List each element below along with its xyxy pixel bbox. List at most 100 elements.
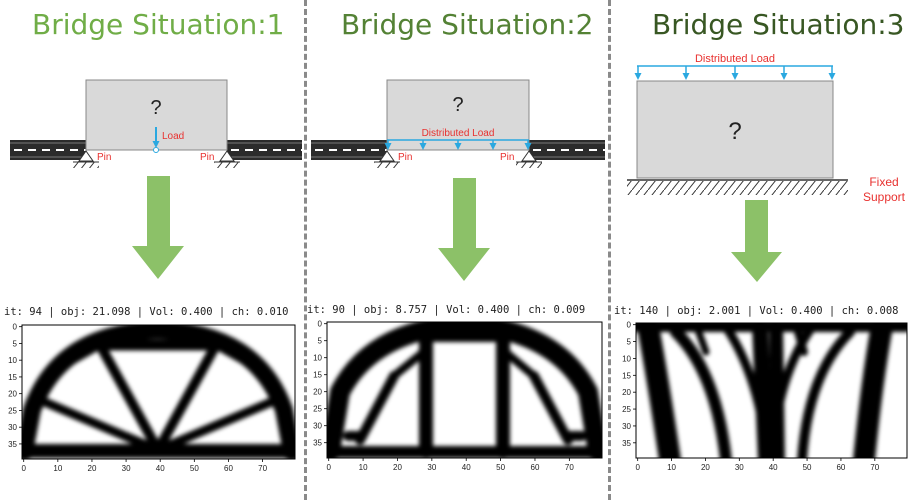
x-tick-label: 20 (393, 463, 402, 472)
x-ticks-3: 0 10 20 30 40 50 60 70 (635, 458, 880, 472)
y-ticks-1: 0 5 10 15 20 25 30 35 (8, 323, 22, 449)
y-tick-label: 15 (622, 371, 631, 380)
pin-support-left-2 (374, 150, 400, 168)
x-tick-label: 30 (122, 464, 131, 473)
y-tick-label: 5 (627, 338, 632, 347)
result-plot-1: 0 10 20 30 40 50 60 70 0 5 10 15 20 25 30 35 (8, 323, 296, 473)
x-tick-label: 0 (635, 463, 640, 472)
y-tick-label: 20 (8, 390, 17, 399)
x-tick-label: 40 (769, 463, 778, 472)
design-domain-2 (386, 79, 530, 151)
pin-support-left-1 (73, 150, 99, 168)
distributed-load-2 (384, 139, 532, 150)
x-tick-label: 60 (836, 463, 845, 472)
y-tick-label: 35 (313, 439, 322, 448)
load-point-1 (153, 147, 159, 153)
x-tick-label: 0 (326, 463, 331, 472)
y-tick-label: 5 (318, 337, 323, 346)
load-label-2: Distributed Load (422, 128, 495, 139)
x-tick-label: 60 (224, 464, 233, 473)
x-ticks-2: 0 10 20 30 40 50 60 70 (326, 458, 574, 472)
y-tick-label: 35 (8, 440, 17, 449)
x-tick-label: 20 (701, 463, 710, 472)
x-tick-label: 40 (156, 464, 165, 473)
x-tick-label: 10 (667, 463, 676, 472)
y-tick-label: 25 (8, 406, 17, 415)
x-tick-label: 0 (21, 464, 26, 473)
load-label-1: Load (162, 131, 184, 142)
y-tick-label: 15 (313, 371, 322, 380)
topology-1 (22, 325, 295, 459)
x-tick-label: 60 (531, 463, 540, 472)
unknown-mark-2: ? (452, 94, 463, 116)
pin-label-left-2: Pin (398, 152, 412, 163)
y-ticks-2: 0 5 10 15 20 25 30 35 (313, 320, 327, 448)
y-tick-label: 5 (13, 339, 18, 348)
x-tick-label: 30 (735, 463, 744, 472)
x-tick-label: 50 (190, 464, 199, 473)
y-tick-label: 10 (8, 356, 17, 365)
title-situation-1: Bridge Situation:1 (32, 8, 285, 41)
situation-3-problem: Distributed Load ? Fixed Support (627, 53, 906, 204)
x-tick-label: 30 (427, 463, 436, 472)
road-left-2 (311, 140, 387, 160)
column-divider-2 (608, 0, 611, 500)
result-arrow-3 (731, 200, 782, 282)
x-tick-label: 70 (258, 464, 267, 473)
topology-2 (327, 322, 602, 458)
x-tick-label: 10 (53, 464, 62, 473)
load-label-3: Distributed Load (695, 53, 775, 65)
road-left-1 (10, 140, 86, 160)
x-tick-label: 20 (88, 464, 97, 473)
y-tick-label: 0 (13, 323, 18, 332)
y-tick-label: 25 (622, 405, 631, 414)
title-situation-3: Bridge Situation:3 (652, 8, 905, 41)
result-plot-2: 0 10 20 30 40 50 60 70 0 5 10 15 20 25 30 35 (313, 320, 603, 472)
iteration-info-1: it: 94 | obj: 21.098 | Vol: 0.400 | ch: … (4, 306, 289, 318)
result-arrow-1 (132, 176, 184, 279)
distributed-load-3 (634, 65, 836, 80)
result-arrow-2 (438, 178, 490, 281)
pin-label-right-1: Pin (200, 152, 214, 163)
topology-3 (636, 323, 907, 458)
y-tick-label: 20 (622, 388, 631, 397)
column-divider-1 (304, 0, 307, 500)
fixed-support-label-line1: Fixed (869, 175, 898, 189)
x-tick-label: 50 (496, 463, 505, 472)
fixed-support-label-line2: Support (863, 190, 906, 204)
pin-support-right-2 (516, 150, 542, 168)
y-tick-label: 35 (622, 439, 631, 448)
y-tick-label: 0 (627, 321, 632, 330)
y-tick-label: 10 (313, 354, 322, 363)
road-right-1 (227, 140, 302, 160)
situation-1-problem: ? Load Pin Pin (10, 79, 302, 168)
x-tick-label: 40 (462, 463, 471, 472)
iteration-info-3: it: 140 | obj: 2.001 | Vol: 0.400 | ch: … (614, 305, 899, 317)
title-situation-2: Bridge Situation:2 (341, 8, 594, 41)
x-tick-label: 10 (359, 463, 368, 472)
y-tick-label: 20 (313, 388, 322, 397)
pin-support-right-1 (214, 150, 240, 168)
pin-label-left-1: Pin (97, 152, 111, 163)
fixed-support-3 (627, 179, 848, 195)
y-tick-label: 25 (313, 405, 322, 414)
design-domain-3 (636, 80, 834, 179)
unknown-mark-3: ? (728, 118, 741, 145)
result-plot-3: 0 10 20 30 40 50 60 70 0 5 10 15 20 25 30 35 (622, 321, 908, 472)
y-tick-label: 0 (318, 320, 323, 329)
pin-label-right-2: Pin (500, 152, 514, 163)
x-ticks-1: 0 10 20 30 40 50 60 70 (21, 459, 268, 473)
y-tick-label: 10 (622, 354, 631, 363)
x-tick-label: 70 (565, 463, 574, 472)
y-tick-label: 30 (622, 422, 631, 431)
x-tick-label: 70 (870, 463, 879, 472)
y-ticks-3: 0 5 10 15 20 25 30 35 (622, 321, 636, 448)
unknown-mark-1: ? (150, 97, 161, 119)
x-tick-label: 50 (803, 463, 812, 472)
road-right-2 (529, 140, 605, 160)
y-tick-label: 30 (313, 422, 322, 431)
y-tick-label: 30 (8, 423, 17, 432)
iteration-info-2: it: 90 | obj: 8.757 | Vol: 0.400 | ch: 0… (307, 304, 586, 316)
y-tick-label: 15 (8, 373, 17, 382)
